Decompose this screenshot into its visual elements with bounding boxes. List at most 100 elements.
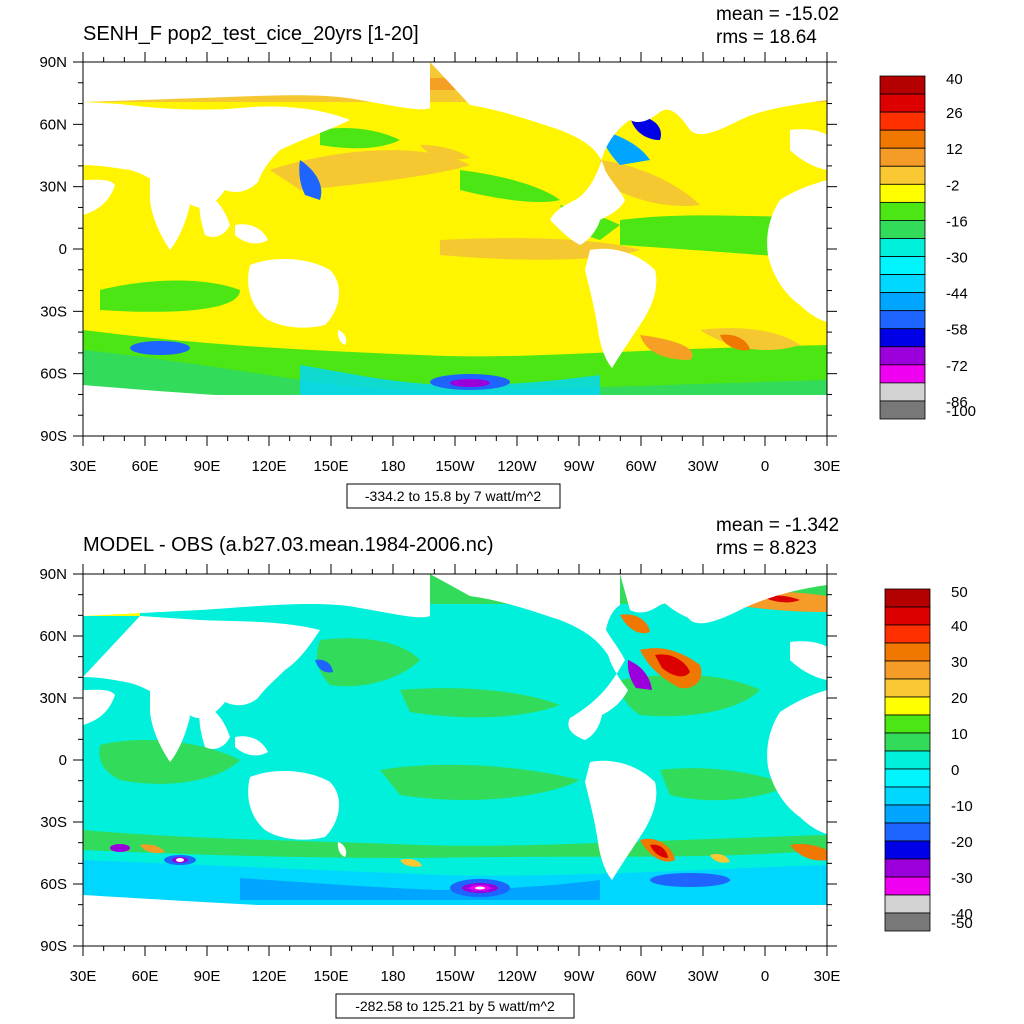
colorbar-swatch <box>879 75 926 95</box>
x-tick-label: 120E <box>251 458 286 475</box>
x-tick-label: 150W <box>435 968 475 985</box>
colorbar-swatch <box>879 129 926 149</box>
x-tick-label: 30E <box>70 458 97 475</box>
colorbar-label: 12 <box>946 141 963 158</box>
x-tick-label: 30W <box>688 968 720 985</box>
colorbar-swatch <box>884 588 931 608</box>
y-tick-label: 30S <box>40 303 67 320</box>
y-tick-label: 30N <box>39 179 67 196</box>
colorbar-swatch <box>879 111 926 131</box>
land-greenland <box>660 71 735 115</box>
colorbar-swatch <box>879 183 926 203</box>
y-tick-label: 90S <box>40 428 67 445</box>
x-tick-label: 90W <box>564 458 596 475</box>
land-africa <box>767 180 827 322</box>
x-tick-label: 60W <box>626 458 658 475</box>
panel-top-map <box>83 62 827 436</box>
panel-top-range-note: -334.2 to 15.8 by 7 watt/m^2 <box>365 488 541 504</box>
colorbar-label: -100 <box>946 403 976 420</box>
land-asia <box>83 62 430 110</box>
colorbar-label: 40 <box>946 71 963 88</box>
colorbar-label: -40 <box>951 906 973 923</box>
x-tick-label: 0 <box>761 968 769 985</box>
colorbar-label: -20 <box>951 834 973 851</box>
y-tick-label: 90S <box>40 938 67 955</box>
y-tick-label: 60N <box>39 628 67 645</box>
panel-top-range-box <box>346 483 561 509</box>
colorbar-swatch <box>884 840 931 860</box>
colorbar-label: 20 <box>951 690 968 707</box>
colorbar-swatch <box>879 165 926 185</box>
colorbar-swatch <box>884 624 931 644</box>
colorbar-swatch <box>879 292 926 312</box>
colorbar-label: 10 <box>951 726 968 743</box>
colorbar-swatch <box>879 364 926 384</box>
x-tick-label: 30W <box>688 458 720 475</box>
colorbar-swatch <box>879 256 926 275</box>
x-tick-label: 30E <box>814 458 841 475</box>
colorbar-label: -30 <box>951 870 973 887</box>
panel-top-rms: rms = 18.64 <box>716 27 817 48</box>
y-tick-label: 30S <box>40 814 67 831</box>
land-india <box>150 688 190 762</box>
x-tick-label: 90W <box>564 968 596 985</box>
panel-bottom-range-box <box>335 993 575 1019</box>
panel-bottom-colorbar: 50 40 30 20 10 0 -10 -20 -30 -40-50 <box>884 584 973 932</box>
colorbar-swatch <box>879 400 926 420</box>
land-south-america <box>585 248 657 368</box>
colorbar-label: -2 <box>946 177 959 194</box>
colorbar-swatch <box>879 147 926 167</box>
panel-bottom: MODEL - OBS (a.b27.03.mean.1984-2006.nc)… <box>39 515 973 1019</box>
land-greenland <box>660 579 735 622</box>
colorbar-swatch <box>879 220 926 239</box>
colorbar-swatch <box>879 201 926 221</box>
panel-top-title: SENH_F pop2_test_cice_20yrs [1-20] <box>83 23 419 45</box>
land-mask <box>83 574 827 946</box>
colorbar-swatch <box>884 804 931 824</box>
panel-bottom-map <box>83 574 827 946</box>
colorbar-swatch <box>884 768 931 788</box>
colorbar-swatch <box>879 310 926 330</box>
colorbar-swatch <box>884 894 931 914</box>
y-tick-label: 0 <box>59 752 67 769</box>
colorbar-label: -58 <box>946 322 968 339</box>
x-tick-label: 120W <box>497 968 537 985</box>
colorbar-swatch <box>879 93 926 113</box>
colorbar-swatch <box>884 912 931 932</box>
land-africa <box>767 690 827 834</box>
colorbar-swatch <box>884 660 931 680</box>
colorbar-swatch <box>879 328 926 348</box>
colorbar-label: 30 <box>951 654 968 671</box>
panel-bottom-axes: 30E 60E 90E 120E 150E 180 150W 120W 90W 60W 30W 0 30… <box>39 564 840 985</box>
colorbar-swatch <box>884 714 931 734</box>
colorbar-label: -86 <box>946 394 968 411</box>
land-se-asia <box>199 702 230 749</box>
land-north-america <box>430 574 628 740</box>
land-se-asia <box>199 190 230 237</box>
colorbar-label: -10 <box>951 798 973 815</box>
colorbar-swatch <box>884 786 931 806</box>
land-australia <box>248 770 340 840</box>
x-tick-label: 60E <box>132 458 159 475</box>
x-tick-label: 90E <box>194 968 221 985</box>
y-tick-label: 60S <box>40 366 67 383</box>
colorbar-label: -44 <box>946 286 968 303</box>
panel-bottom-rms: rms = 8.823 <box>716 538 817 559</box>
colorbar-label: -30 <box>946 250 968 267</box>
x-tick-label: 30E <box>70 968 97 985</box>
colorbar-swatch <box>884 750 931 770</box>
land-asia <box>83 574 430 618</box>
colorbar-label: -16 <box>946 213 968 230</box>
x-tick-label: 60E <box>132 968 159 985</box>
land-india <box>150 175 190 250</box>
panel-bottom-mean: mean = -1.342 <box>716 515 839 536</box>
colorbar-swatch <box>884 678 931 698</box>
x-tick-label: 180 <box>380 968 405 985</box>
x-tick-label: 150W <box>435 458 475 475</box>
panel-top-mean: mean = -15.02 <box>716 4 839 25</box>
panel-top-colorbar: 40 26 12 -2 -16 -30 -44 -58 -72 -86-100 <box>879 71 976 420</box>
land-australia <box>248 258 340 328</box>
y-tick-label: 30N <box>39 690 67 707</box>
panel-bottom-range-note: -282.58 to 125.21 by 5 watt/m^2 <box>355 998 555 1014</box>
